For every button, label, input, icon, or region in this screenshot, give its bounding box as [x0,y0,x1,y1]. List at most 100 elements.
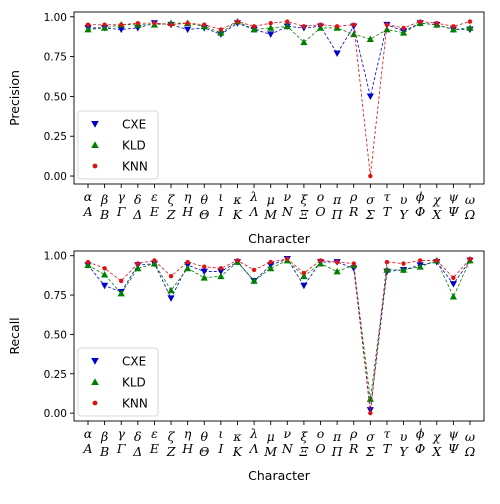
data-point-cxe-3 [117,26,125,34]
data-point-knn-16 [334,24,340,29]
x-tick-label-upper: Z [166,207,176,222]
x-tick-label-upper: M [263,207,278,222]
x-tick-label-upper: Ω [464,444,475,459]
x-tick-label-lower: ν [283,189,291,204]
data-point-knn-23 [451,275,456,280]
series-line-kld [87,259,471,400]
x-tick-label-upper: Σ [365,207,375,222]
data-point-kld-14 [300,38,308,46]
data-point-kld-16 [333,267,341,275]
x-tick-label-lower: ο [317,189,325,204]
data-point-kld-14 [300,272,308,280]
x-tick-label-lower: α [84,189,93,204]
data-point-knn-16 [334,259,340,265]
x-tick-label-upper: Ψ [448,204,460,219]
data-point-knn-17 [351,261,356,266]
x-tick-label-upper: Γ [116,441,127,456]
data-point-cxe-8 [200,268,208,276]
data-point-kld-4 [134,264,142,272]
x-tick-label-lower: π [332,429,342,444]
data-point-kld-23 [449,293,457,300]
legend-label-cxe: CXE [122,355,146,369]
data-point-kld-6 [167,286,175,294]
x-tick-label-upper: X [431,207,442,222]
x-tick-label-upper: X [431,444,442,459]
x-axis-label: Character [248,231,311,246]
x-tick-label-lower: ι [218,426,223,441]
y-tick-label: 0.50 [44,329,67,341]
x-tick-label-upper: Y [399,444,409,459]
data-point-cxe-14 [300,282,308,290]
x-tick-label-upper: T [383,204,393,219]
data-point-knn-12 [268,20,273,26]
legend-box [77,110,159,180]
data-point-knn-13 [285,256,290,262]
x-tick-label-lower: ξ [300,429,308,444]
x-tick-label-lower: δ [134,429,142,444]
panel-2: 0.000.250.500.751.00αAβBγΓδΔεEζZηHθΘιIκK… [7,250,485,483]
y-tick-label: 0.25 [44,131,67,143]
x-tick-label-lower: ρ [349,189,358,204]
data-point-knn-23 [451,24,456,29]
legend-marker-cxe [91,120,99,128]
x-tick-label-lower: λ [249,189,258,204]
data-point-knn-19 [384,259,390,265]
series-line-cxe [88,22,470,97]
legend-marker-kld [91,141,99,149]
x-tick-label-upper: E [149,441,159,456]
x-tick-label-lower: ζ [168,192,176,207]
y-tick-label: 1.00 [44,12,67,24]
data-point-cxe-9 [217,268,225,276]
data-point-knn-24 [467,19,473,24]
x-tick-label-lower: κ [232,429,242,444]
data-point-kld-20 [399,29,408,36]
x-tick-label-lower: η [184,189,192,204]
plot-frame [73,11,485,185]
data-point-cxe-2 [101,282,109,290]
x-tick-label-upper: Π [331,207,344,222]
x-tick-label-upper: K [232,207,243,222]
data-point-kld-15 [316,24,325,31]
x-tick-label-lower: υ [400,429,408,444]
data-point-knn-3 [119,22,124,27]
x-tick-label-lower: ε [151,189,158,204]
data-point-knn-20 [401,261,406,266]
x-tick-label-upper: Λ [249,441,259,456]
y-tick-label: 0.25 [44,369,67,381]
x-tick-label-lower: λ [249,426,258,441]
data-point-kld-2 [101,24,109,31]
x-tick-label-lower: τ [383,189,391,204]
y-axis-label: Recall [7,317,22,354]
legend-box [77,347,159,417]
x-tick-label-upper: Y [399,207,409,222]
legend-marker-kld [91,378,99,386]
data-point-knn-11 [251,267,257,273]
plot-frame [73,250,485,422]
x-tick-label-lower: ω [465,429,475,444]
data-point-knn-6 [168,273,174,279]
series-line-knn [87,258,471,414]
y-tick-label: 0.50 [44,91,67,103]
x-tick-label-upper: N [281,441,294,456]
legend-marker-knn [92,400,98,406]
y-tick-label: 0.00 [44,171,67,183]
data-point-kld-9 [217,29,225,36]
data-point-knn-1 [85,259,91,265]
x-tick-label-lower: δ [134,192,142,207]
x-tick-label-upper: O [315,441,325,456]
data-point-cxe-23 [449,281,457,288]
x-tick-label-lower: γ [117,426,125,441]
x-tick-label-upper: A [82,441,92,456]
data-point-knn-8 [202,264,207,269]
series-cxe [84,20,474,101]
x-tick-label-upper: N [281,204,294,219]
x-tick-label-lower: σ [366,192,375,207]
x-tick-label-lower: ρ [349,426,358,441]
panel-1: 0.000.250.500.751.00αAβBγΓδΔεEζZηHθΘιIκK… [7,11,485,246]
data-point-knn-9 [218,266,224,271]
x-tick-label-upper: Π [331,444,344,459]
x-tick-label-upper: Λ [249,204,259,219]
data-point-kld-2 [101,271,109,278]
data-point-kld-15 [316,259,325,267]
